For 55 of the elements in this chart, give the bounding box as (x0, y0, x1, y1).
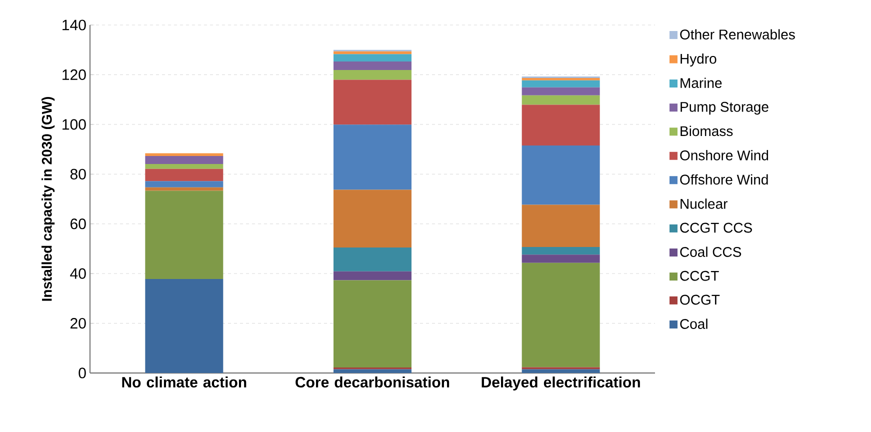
bar (522, 95, 600, 105)
bar (522, 204, 600, 247)
legend-label: Other Renewables (680, 29, 795, 40)
bar (522, 369, 600, 373)
bar (522, 246, 600, 255)
legend-label: Coal (680, 318, 708, 329)
legend-label: Hydro (680, 53, 716, 66)
bar (522, 80, 600, 88)
y-tick-label: 0 (78, 368, 86, 378)
bar (145, 279, 224, 373)
bar (334, 369, 412, 373)
y-tick-label: 60 (70, 218, 86, 230)
bar (334, 124, 412, 190)
bar (334, 51, 412, 54)
legend-label: Pump Storage (680, 102, 768, 115)
x-tick-label: Delayed electrification (482, 376, 640, 391)
bar (522, 146, 600, 205)
y-tick-label: 80 (70, 168, 86, 180)
bar (334, 271, 412, 280)
bar (334, 54, 412, 62)
y-tick-label: 40 (70, 268, 86, 279)
bar (145, 168, 224, 182)
bar (145, 190, 224, 280)
bar (145, 156, 224, 164)
bar (334, 62, 412, 70)
bar (522, 262, 600, 368)
bar (522, 104, 600, 146)
legend-label: Marine (680, 78, 722, 88)
y-tick-label: 120 (62, 69, 86, 80)
bar (334, 190, 412, 248)
bar (334, 280, 412, 368)
legend-label: Onshore Wind (680, 150, 768, 160)
legend-label: CCGT CCS (680, 222, 752, 233)
legend-label: Offshore Wind (680, 174, 768, 185)
y-axis-title: Installed capacity in 2030 (GW) (42, 97, 55, 301)
bar (145, 187, 224, 191)
bar (145, 153, 224, 156)
bar (522, 87, 600, 96)
y-tick-label: 20 (70, 318, 86, 329)
legend-label: Nuclear (680, 198, 728, 209)
x-tick-label: No climate action (122, 376, 246, 388)
legend-label: OCGT (680, 294, 720, 305)
bar (334, 80, 412, 125)
bar (522, 78, 600, 80)
x-tick-label: Core decarbonisation (296, 376, 450, 388)
legend-label: Biomass (680, 126, 733, 136)
bar (145, 164, 224, 169)
y-tick-label: 100 (62, 119, 86, 130)
bar (334, 247, 412, 272)
y-tick-label: 140 (62, 20, 86, 30)
legend-label: CCGT (680, 270, 719, 281)
bar (522, 254, 600, 263)
bar (334, 70, 412, 80)
legend-label: Coal CCS (680, 246, 742, 257)
bar (145, 181, 224, 188)
